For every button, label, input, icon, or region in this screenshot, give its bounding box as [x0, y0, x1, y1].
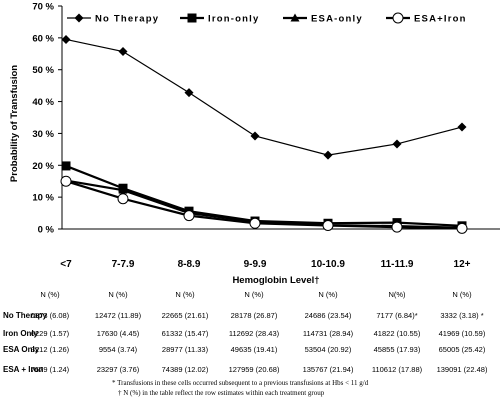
data-point: [117, 193, 129, 205]
data-point: [61, 34, 71, 44]
table-cell: 53504 (20.92): [305, 345, 352, 354]
table-cell: 6229 (1.57): [31, 329, 70, 338]
legend-marker: [74, 13, 84, 23]
data-point: [457, 122, 467, 132]
legend-marker: [290, 13, 300, 22]
y-tick-label: 50 %: [32, 65, 54, 76]
table-cell: 7679 (1.24): [31, 365, 70, 374]
table-cell: 24686 (23.54): [305, 311, 352, 320]
legend-item: No Therapy: [67, 13, 159, 25]
y-tick-label: 10 %: [32, 193, 54, 204]
table-row-label: ESA + Iron: [3, 365, 43, 374]
table-header-cell: N (%): [452, 290, 472, 299]
legend-marker: [187, 13, 197, 23]
table-cell: 65005 (25.42): [439, 345, 486, 354]
table-cell: 110612 (17.88): [372, 365, 423, 374]
data-point: [392, 139, 402, 149]
table-cell: 41822 (10.55): [374, 329, 421, 338]
legend-marker: [392, 12, 404, 24]
y-axis-label: Probability of Transfusion: [9, 65, 20, 182]
data-point: [391, 221, 403, 233]
table-cell: 74389 (12.02): [162, 365, 209, 374]
data-point: [323, 150, 333, 160]
table-cell: 28977 (11.33): [162, 345, 209, 354]
x-tick-label: 12+: [454, 259, 471, 270]
table-header-cell: N (%): [244, 290, 264, 299]
series-line: [65, 38, 463, 156]
table-header-cell: N (%): [40, 290, 60, 299]
legend-item: ESA+Iron: [386, 12, 467, 25]
table-cell: 12472 (11.89): [95, 311, 142, 320]
legend-item: ESA-only: [283, 13, 363, 25]
table-header-cell: N (%): [318, 290, 338, 299]
x-axis: <7 7-7.9 8-8.9 9-9.9 10-10.9 11-11.9 12+ Hemogl…: [60, 228, 500, 286]
table-header-cell: N(%): [388, 290, 406, 299]
table-cell: 49635 (19.41): [231, 345, 278, 354]
table-row-label: Iron Only: [3, 329, 39, 338]
table-cell: 127959 (20.68): [229, 365, 280, 374]
data-point: [456, 222, 468, 234]
table-cell: 61332 (15.47): [162, 329, 209, 338]
x-tick-label: 10-10.9: [311, 259, 345, 270]
table-header-cell: N (%): [108, 290, 128, 299]
table-cell: 17630 (4.45): [97, 329, 140, 338]
x-tick-label: <7: [60, 259, 72, 270]
footnote: * Transfusions in these cells occurred s…: [112, 379, 369, 387]
table-row-label: No Therapy: [3, 311, 48, 320]
data-point: [183, 210, 195, 222]
data-point: [249, 217, 261, 229]
x-axis-label: Hemoglobin Level†: [232, 275, 319, 286]
legend-label: No Therapy: [95, 14, 159, 25]
x-tick-label: 9-9.9: [244, 259, 267, 270]
table-cell: 9554 (3.74): [99, 345, 138, 354]
legend-label: Iron-only: [208, 14, 259, 25]
footnote: † N (%) in the table reflect the row est…: [118, 389, 325, 397]
series-no-therapy: [61, 34, 467, 160]
x-tick-label: 11-11.9: [381, 259, 414, 270]
series-esa-iron: [60, 175, 468, 234]
x-tick-label: 7-7.9: [112, 259, 135, 270]
table-cell: 112692 (28.43): [229, 329, 280, 338]
footnotes: * Transfusions in these cells occurred s…: [112, 379, 369, 397]
table-cell: 3212 (1.26): [31, 345, 70, 354]
y-tick-label: 60 %: [32, 33, 54, 44]
data-point: [184, 88, 194, 98]
data-point: [61, 161, 71, 171]
table-header-cell: N (%): [175, 290, 195, 299]
table-cell: 28178 (26.87): [231, 311, 278, 320]
y-tick-label: 30 %: [32, 129, 54, 140]
table-cell: 45855 (17.93): [374, 345, 421, 354]
table-cell: 23297 (3.76): [97, 365, 140, 374]
table-cell: 139091 (22.48): [437, 365, 488, 374]
table-cell: 41969 (10.59): [439, 329, 486, 338]
legend-label: ESA+Iron: [414, 14, 467, 25]
data-point: [118, 47, 128, 57]
table-cell: 6373 (6.08): [31, 311, 70, 320]
data-point: [60, 175, 72, 187]
table-row-label: ESA Only: [3, 345, 40, 354]
y-tick-label: 40 %: [32, 97, 54, 108]
table-cell: 22665 (21.61): [162, 311, 209, 320]
y-tick-label: 70 %: [32, 2, 54, 13]
y-tick-label: 0 %: [38, 225, 55, 236]
table-cell: 3332 (3.18) *: [440, 311, 483, 320]
data-table: N (%) N (%) N (%) N (%) N (%) N(%) N (%) No The…: [3, 290, 488, 374]
series-group: [60, 34, 468, 234]
data-point: [322, 219, 334, 231]
table-cell: 7177 (6.84)*: [376, 311, 417, 320]
legend: No Therapy Iron-only ESA-only ESA+Iron: [67, 12, 467, 25]
table-cell: 114731 (28.94): [303, 329, 354, 338]
legend-item: Iron-only: [180, 13, 259, 25]
data-point: [118, 185, 128, 194]
table-cell: 135767 (21.94): [303, 365, 354, 374]
legend-label: ESA-only: [311, 14, 363, 25]
x-tick-label: 8-8.9: [178, 259, 201, 270]
y-axis: 0 % 10 % 20 % 30 % 40 % 50 % 60 % 70 % Probabili…: [9, 2, 63, 236]
data-point: [250, 131, 260, 141]
y-tick-label: 20 %: [32, 161, 54, 172]
